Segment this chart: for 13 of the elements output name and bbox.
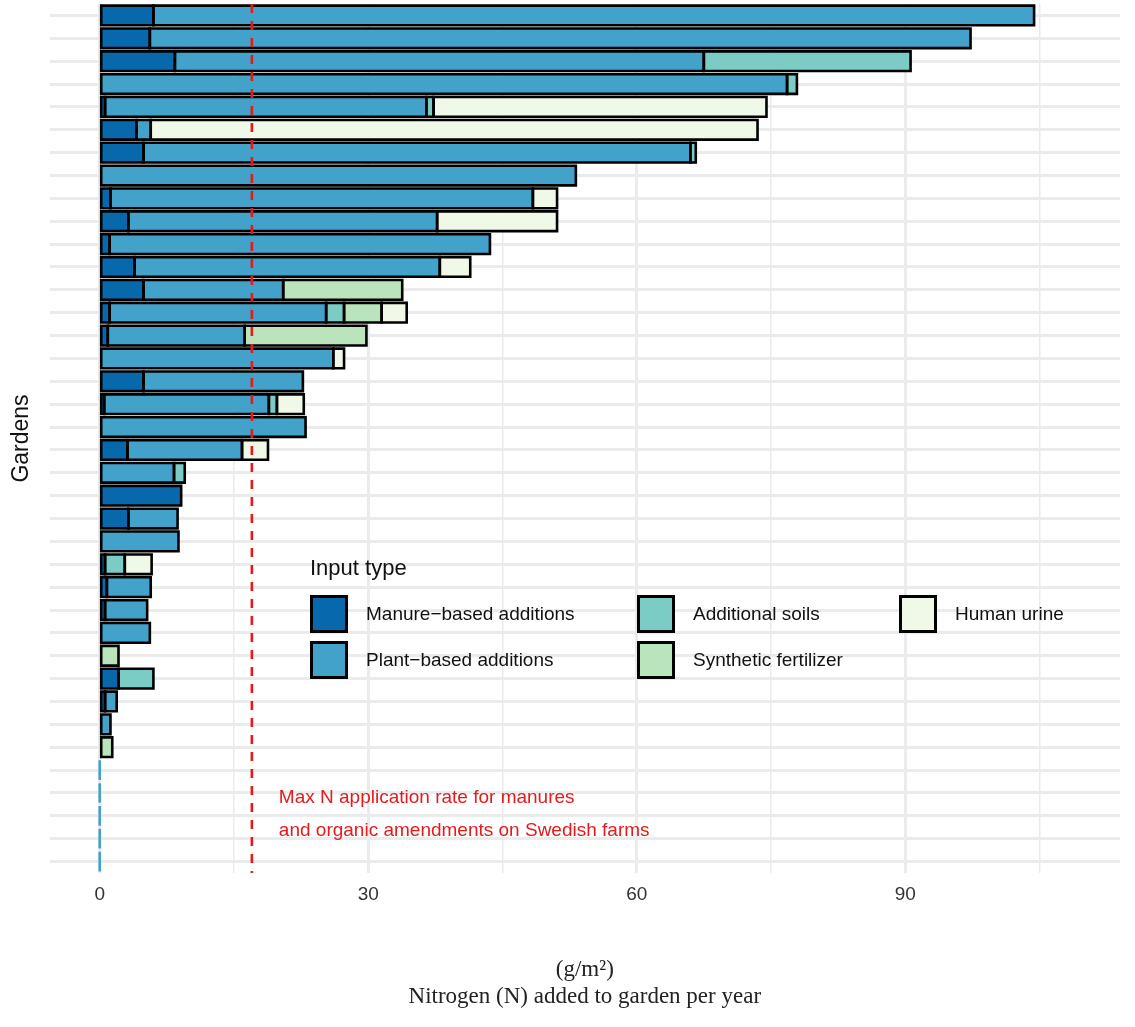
x-tick-label: 60 xyxy=(626,882,648,904)
legend-label: Plant−based additions xyxy=(366,649,554,671)
x-tick-label: 30 xyxy=(357,882,379,904)
y-axis-title: Gardens xyxy=(7,394,34,483)
x-tick-label: 0 xyxy=(94,882,106,904)
legend-label: Synthetic fertilizer xyxy=(693,649,843,671)
legend-label: Manure−based additions xyxy=(366,603,575,625)
ref-line-label: Max N application rate for manures and organic amendments on Swedish farms xyxy=(278,786,650,841)
legend-title: Input type xyxy=(310,555,408,581)
legend-label: Human urine xyxy=(955,603,1064,625)
x-tick-label: 90 xyxy=(894,882,916,904)
x-axis-title: (g/m²) Nitrogen (N) added to garden per year xyxy=(408,955,762,1009)
legend-label: Additional soils xyxy=(693,603,820,625)
